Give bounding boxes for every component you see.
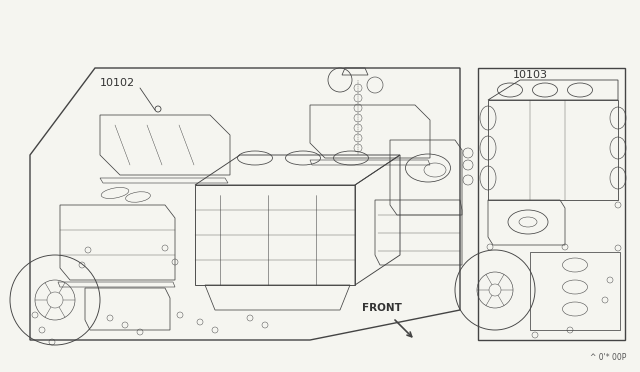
Text: ^ 0'* 00P: ^ 0'* 00P [590,353,627,362]
Text: FRONT: FRONT [362,303,402,313]
Text: 10102: 10102 [100,78,135,88]
Text: 10103: 10103 [513,70,547,80]
